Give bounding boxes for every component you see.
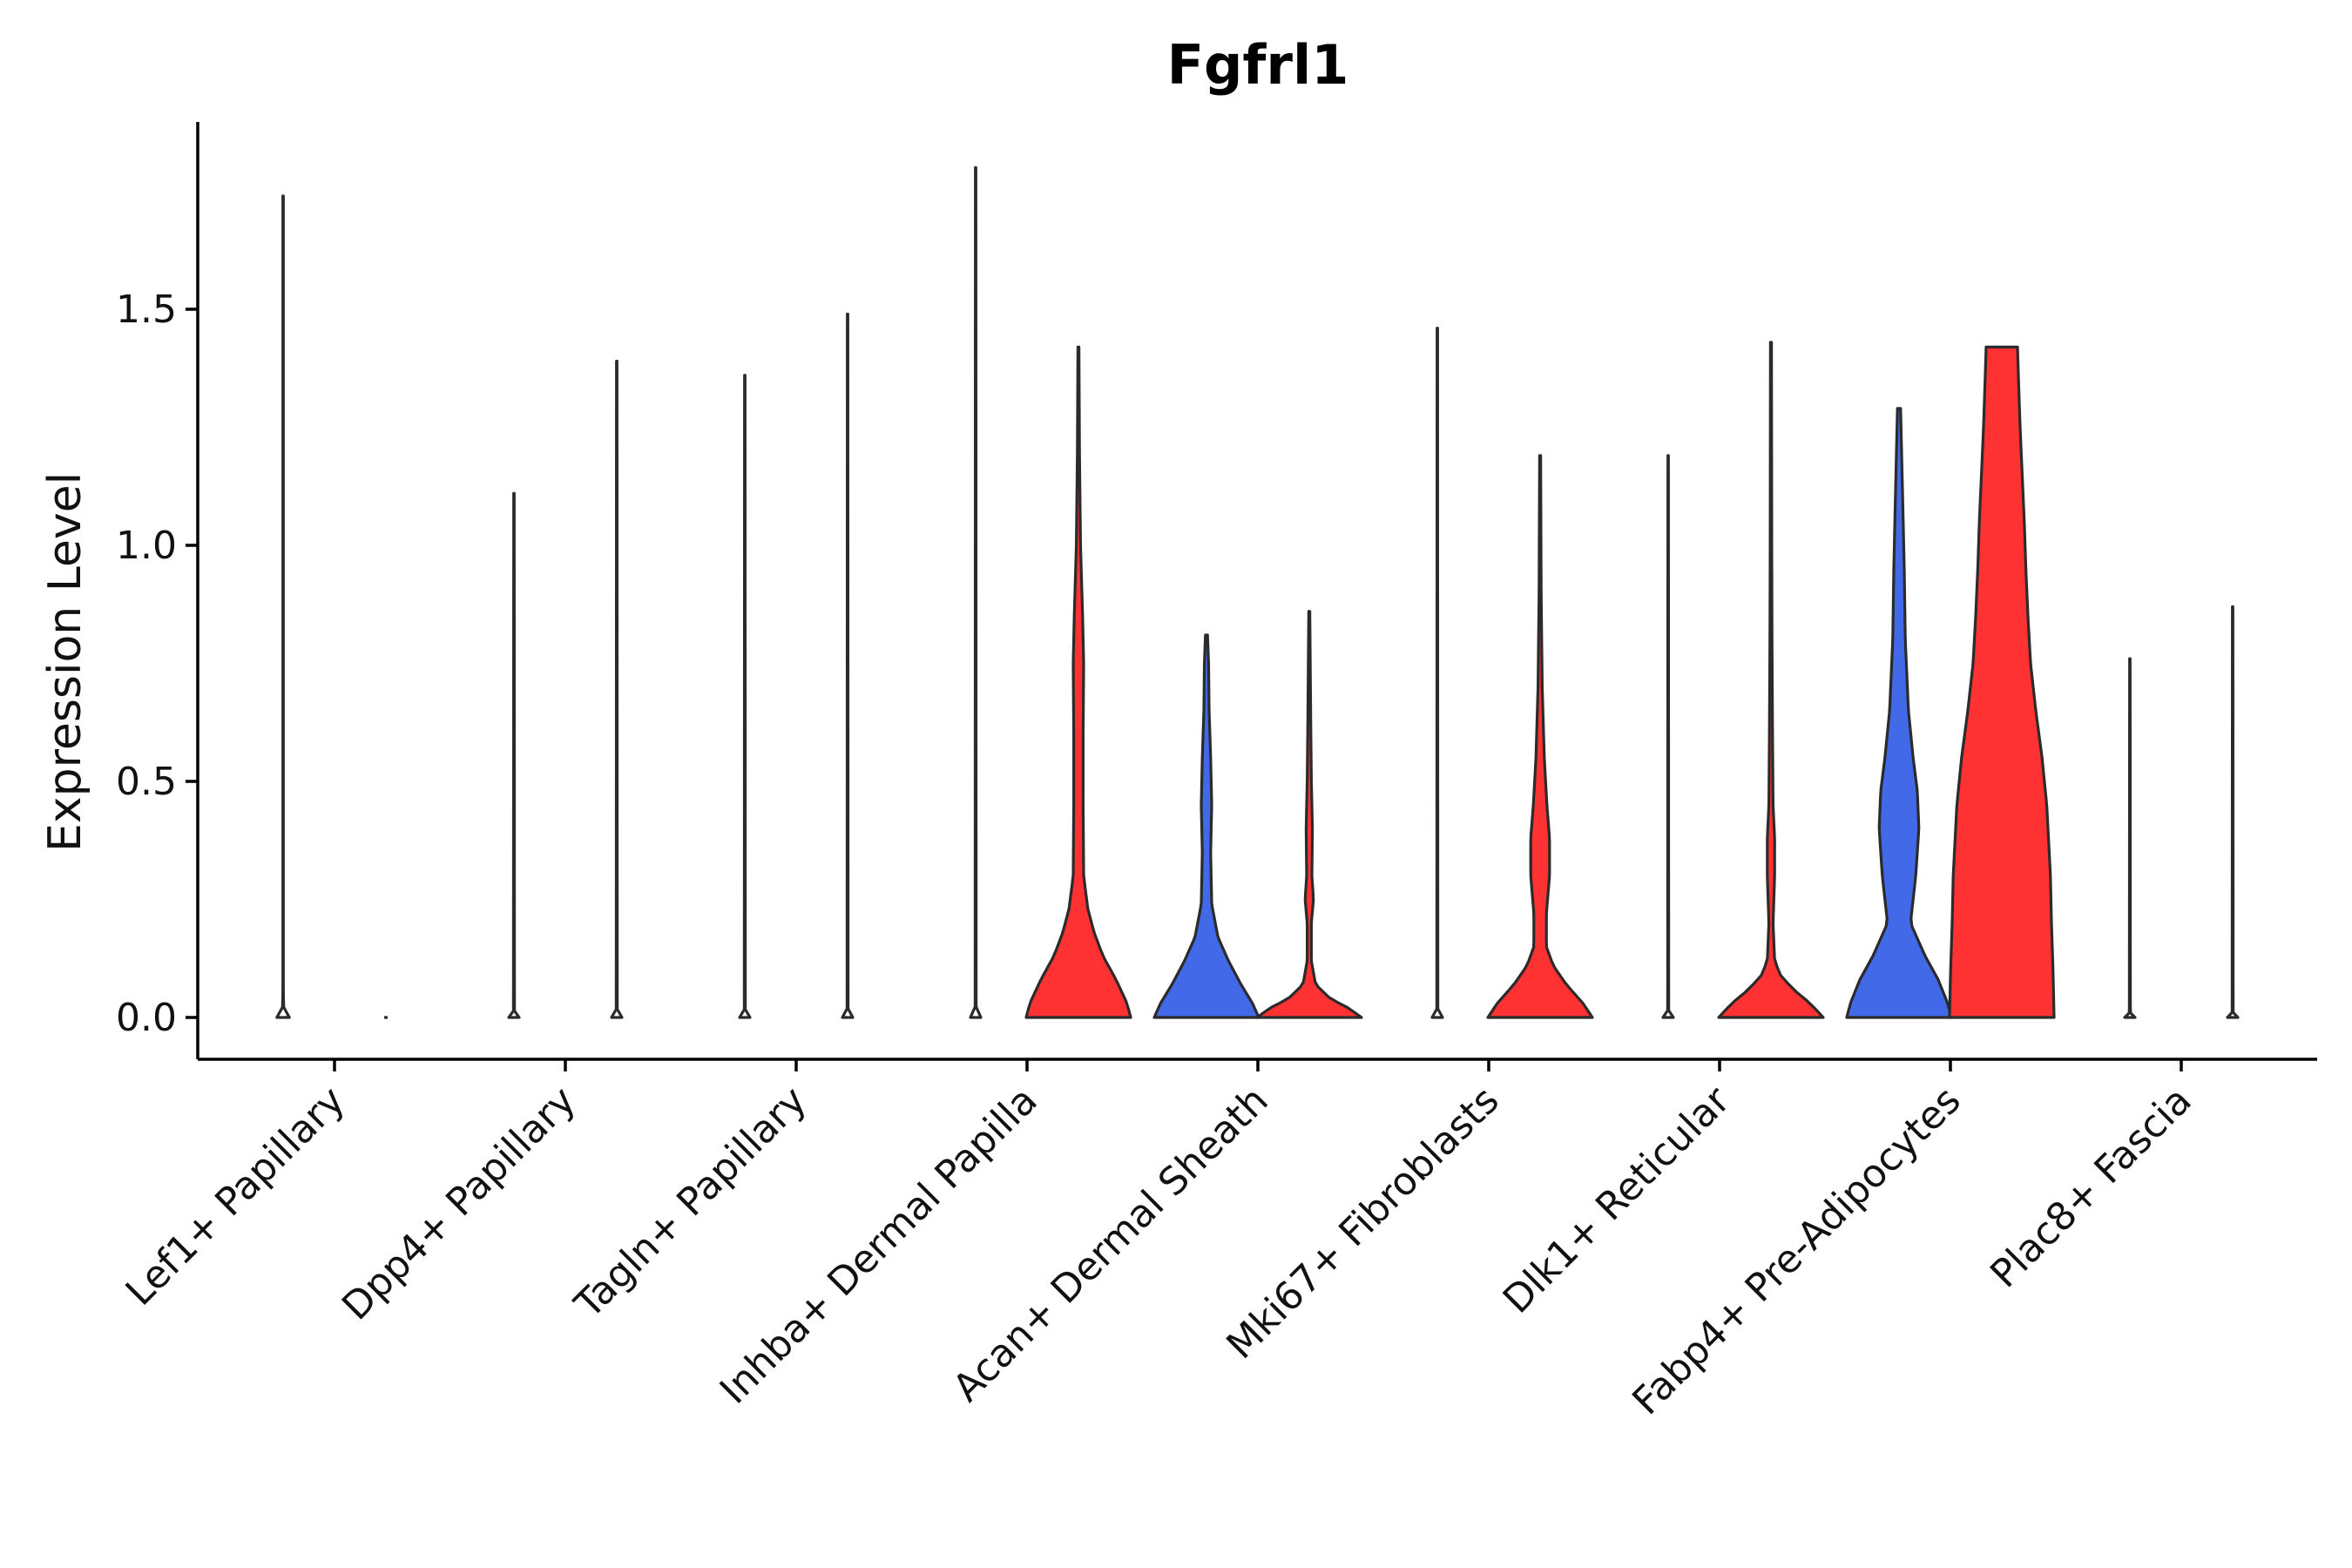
- violin-left: [1661, 454, 1675, 1019]
- violin-right: [1948, 345, 2056, 1019]
- violin-left: [1430, 327, 1444, 1019]
- violin-right: [1486, 454, 1594, 1019]
- violin-right: [1024, 345, 1132, 1019]
- x-tick-label: Lef1+ Papillary: [118, 1078, 354, 1315]
- violin-right: [610, 360, 624, 1019]
- violin-left: [275, 194, 291, 1019]
- violin-left: [969, 166, 983, 1019]
- y-tick-label: 0.5: [116, 760, 177, 804]
- violin-right: [841, 312, 855, 1019]
- violin-left: [1152, 633, 1260, 1019]
- y-axis-title: Expression Level: [39, 472, 91, 852]
- violin-left: [1845, 407, 1953, 1019]
- violins-layer: [275, 166, 2240, 1019]
- violin-right: [1717, 341, 1825, 1019]
- x-tick-label: Tagln+ Papillary: [566, 1078, 815, 1328]
- violin-right: [1255, 610, 1363, 1019]
- violin-left: [2123, 657, 2137, 1019]
- violin-left: [738, 374, 752, 1019]
- x-tick-label: Dlk1+ Reticular: [1495, 1078, 1740, 1322]
- x-tick-label: Plac8+ Fascia: [1982, 1078, 2200, 1297]
- y-tick-label: 0.0: [116, 996, 177, 1040]
- chart-title: Fgfrl1: [1167, 33, 1349, 97]
- violin-left: [507, 491, 521, 1019]
- y-tick-label: 1.0: [116, 524, 177, 568]
- y-tick-label: 1.5: [116, 287, 177, 332]
- x-tick-label: Dpp4+ Papillary: [334, 1078, 585, 1329]
- violin-right: [2226, 605, 2240, 1019]
